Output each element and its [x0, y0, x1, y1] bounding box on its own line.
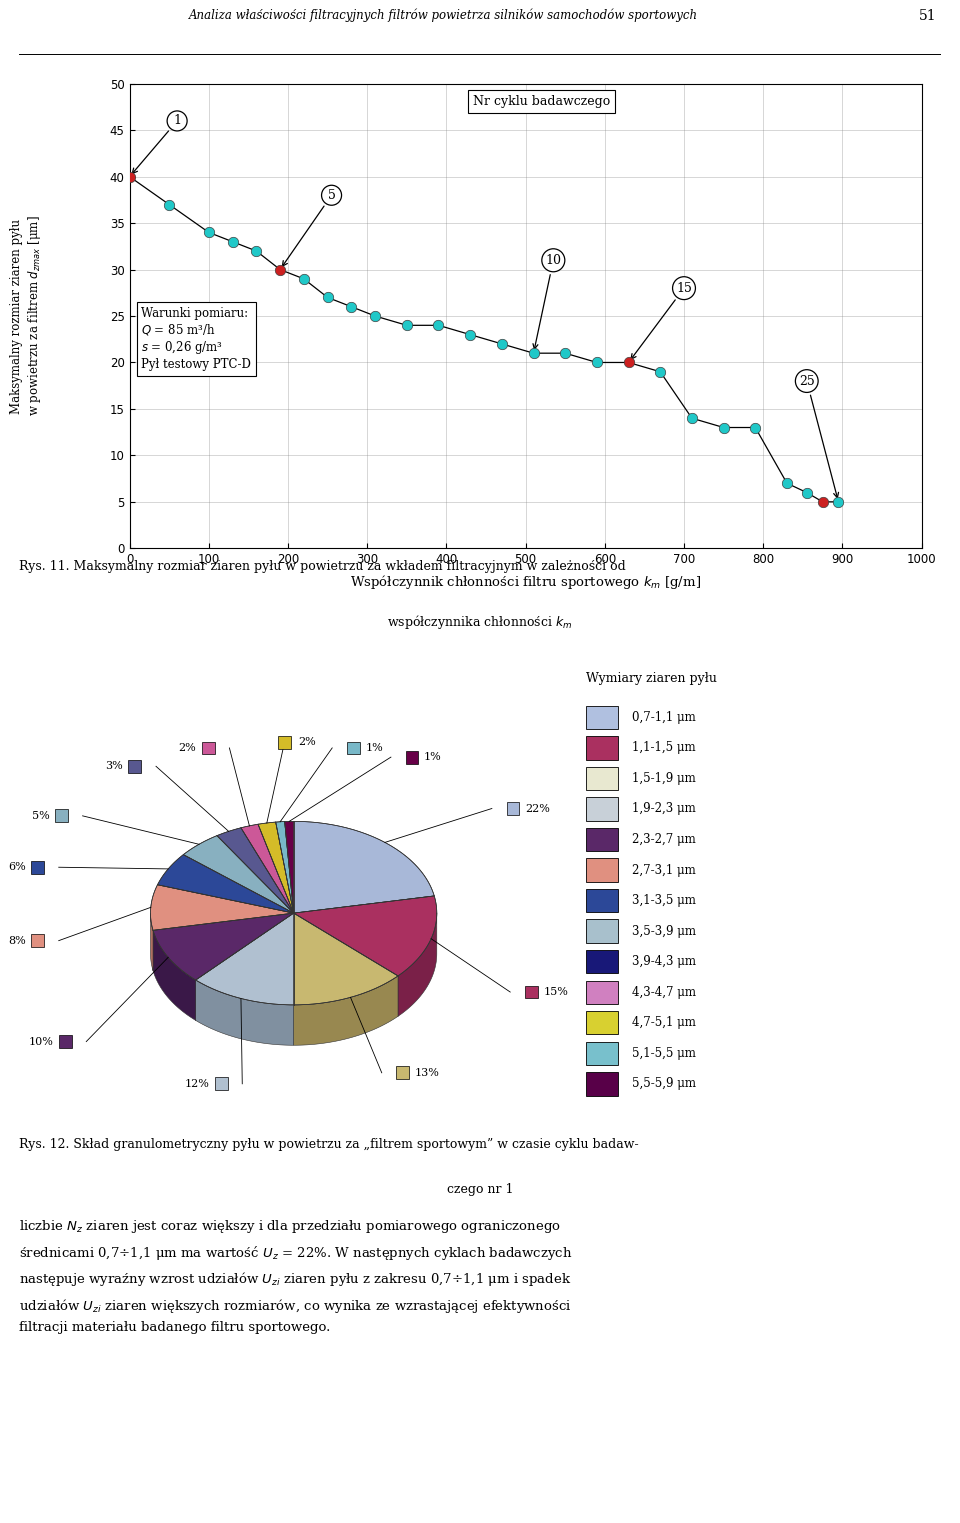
Polygon shape: [294, 976, 398, 1045]
Polygon shape: [398, 914, 437, 1016]
Polygon shape: [276, 821, 294, 914]
Bar: [586, 766, 617, 790]
Polygon shape: [196, 914, 294, 1005]
Text: 1,9-2,3 μm: 1,9-2,3 μm: [632, 803, 696, 815]
Polygon shape: [151, 914, 153, 970]
Polygon shape: [153, 914, 294, 970]
Text: Nr cyklu badawczego: Nr cyklu badawczego: [473, 96, 610, 108]
Text: Rys. 12. Skład granulometryczny pyłu w powietrzu za „filtrem sportowym” w czasie: Rys. 12. Skład granulometryczny pyłu w p…: [19, 1138, 638, 1151]
Text: 8%: 8%: [8, 935, 26, 946]
Text: 3,9-4,3 μm: 3,9-4,3 μm: [632, 955, 696, 969]
Polygon shape: [294, 914, 398, 1005]
Text: 2,3-2,7 μm: 2,3-2,7 μm: [632, 833, 696, 845]
Bar: [586, 1042, 617, 1065]
Bar: [278, 736, 291, 749]
Text: 4,7-5,1 μm: 4,7-5,1 μm: [632, 1016, 696, 1030]
Text: 10: 10: [533, 254, 562, 349]
Polygon shape: [294, 821, 434, 914]
Text: Rys. 11. Maksymalny rozmiar ziaren pyłu w powietrzu za wkładem filtracyjnym w za: Rys. 11. Maksymalny rozmiar ziaren pyłu …: [19, 560, 626, 574]
Polygon shape: [153, 914, 294, 979]
Text: 15: 15: [631, 282, 692, 359]
Polygon shape: [196, 914, 294, 1020]
Text: Warunki pomiaru:
$Q$ = 85 m³/h
$s$ = 0,26 g/m³
Pył testowy PTC-D: Warunki pomiaru: $Q$ = 85 m³/h $s$ = 0,2…: [141, 306, 252, 372]
Polygon shape: [183, 836, 294, 914]
Text: 0,7-1,1 μm: 0,7-1,1 μm: [632, 711, 696, 723]
Text: 2%: 2%: [299, 737, 316, 748]
Text: 3,5-3,9 μm: 3,5-3,9 μm: [632, 924, 696, 938]
Text: 1,1-1,5 μm: 1,1-1,5 μm: [632, 742, 695, 754]
Bar: [347, 742, 360, 754]
Text: 51: 51: [919, 9, 936, 23]
Bar: [586, 981, 617, 1004]
Text: 1: 1: [132, 114, 181, 174]
Bar: [586, 889, 617, 912]
Text: 1%: 1%: [365, 743, 383, 752]
Text: 15%: 15%: [543, 987, 568, 998]
Polygon shape: [196, 914, 294, 1020]
Bar: [405, 751, 419, 763]
Bar: [586, 920, 617, 943]
Bar: [586, 705, 617, 730]
Text: 25: 25: [799, 375, 838, 498]
Polygon shape: [294, 914, 398, 1016]
Bar: [31, 934, 44, 947]
Polygon shape: [157, 854, 294, 914]
Text: 5: 5: [282, 189, 335, 267]
Bar: [507, 803, 519, 815]
Bar: [396, 1066, 409, 1080]
Bar: [525, 985, 538, 999]
Text: 5%: 5%: [32, 810, 50, 821]
Text: 5,1-5,5 μm: 5,1-5,5 μm: [632, 1046, 696, 1060]
Text: Wymiary ziaren pyłu: Wymiary ziaren pyłu: [586, 672, 716, 685]
Bar: [586, 797, 617, 821]
Bar: [586, 1011, 617, 1034]
Bar: [586, 736, 617, 760]
Bar: [31, 860, 44, 874]
Bar: [202, 742, 215, 754]
Text: współczynnika chłonności $k_m$: współczynnika chłonności $k_m$: [388, 614, 572, 632]
Text: 2%: 2%: [179, 743, 197, 752]
Bar: [129, 760, 141, 772]
Text: 1%: 1%: [424, 752, 442, 762]
Polygon shape: [196, 979, 294, 1045]
Bar: [215, 1077, 228, 1090]
X-axis label: Współczynnik chłonności filtru sportowego $k_m$ [g/m]: Współczynnik chłonności filtru sportoweg…: [350, 573, 701, 591]
Text: 3,1-3,5 μm: 3,1-3,5 μm: [632, 894, 696, 908]
Bar: [586, 950, 617, 973]
Text: 5,5-5,9 μm: 5,5-5,9 μm: [632, 1077, 696, 1090]
Text: 13%: 13%: [415, 1068, 440, 1078]
Bar: [59, 1036, 72, 1048]
Polygon shape: [258, 822, 294, 914]
Polygon shape: [217, 829, 294, 914]
Text: 3%: 3%: [106, 762, 123, 771]
Polygon shape: [294, 914, 398, 1016]
Polygon shape: [285, 821, 294, 914]
Text: Analiza właściwości filtracyjnych filtrów powietrza silników samochodów sportowy: Analiza właściwości filtracyjnych filtró…: [188, 9, 698, 23]
Bar: [586, 1072, 617, 1095]
Text: 10%: 10%: [29, 1037, 53, 1046]
Text: czego nr 1: czego nr 1: [446, 1183, 514, 1196]
Bar: [586, 829, 617, 851]
Polygon shape: [241, 824, 294, 914]
Polygon shape: [294, 896, 437, 976]
Text: 22%: 22%: [525, 804, 550, 813]
Text: liczbie $N_z$ ziaren jest coraz większy i dla przedziału pomiarowego ograniczone: liczbie $N_z$ ziaren jest coraz większy …: [19, 1218, 573, 1334]
Text: Maksymalny rozmiar ziaren pyłu
w powietrzu za filtrem $d_{zmax}$ [μm]: Maksymalny rozmiar ziaren pyłu w powietr…: [11, 216, 43, 416]
Text: 2,7-3,1 μm: 2,7-3,1 μm: [632, 864, 696, 877]
Bar: [55, 809, 68, 822]
Text: 1,5-1,9 μm: 1,5-1,9 μm: [632, 772, 696, 784]
Text: 12%: 12%: [184, 1078, 209, 1089]
Bar: [586, 859, 617, 882]
Polygon shape: [151, 885, 294, 931]
Polygon shape: [153, 914, 294, 970]
Polygon shape: [153, 931, 196, 1020]
Text: 4,3-4,7 μm: 4,3-4,7 μm: [632, 985, 696, 999]
Text: 6%: 6%: [8, 862, 26, 873]
